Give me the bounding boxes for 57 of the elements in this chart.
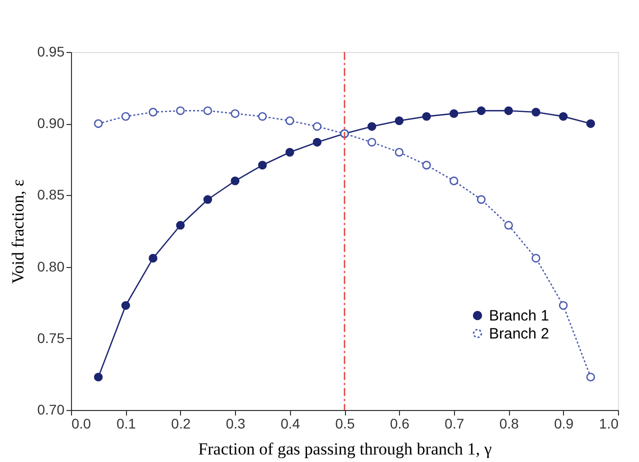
point xyxy=(176,220,185,230)
point xyxy=(532,254,540,263)
x-tick-label: 0.4 xyxy=(280,416,300,432)
point xyxy=(394,148,404,157)
point xyxy=(476,106,486,116)
point xyxy=(367,122,376,131)
point xyxy=(230,176,240,186)
point xyxy=(94,119,103,128)
point xyxy=(258,160,267,170)
point xyxy=(176,106,185,116)
point xyxy=(558,112,568,121)
point xyxy=(558,301,568,310)
y-tick-label: 0.95 xyxy=(37,44,65,60)
point xyxy=(422,112,431,121)
point xyxy=(394,116,404,126)
x-tick-label: 0.5 xyxy=(335,416,355,432)
point xyxy=(422,160,431,170)
point xyxy=(586,372,596,382)
point xyxy=(203,195,212,204)
x-axis-title: Fraction of gas passing through branch 1, γ xyxy=(198,440,492,458)
y-tick-label: 0.90 xyxy=(37,115,65,132)
point xyxy=(586,119,596,128)
point xyxy=(450,176,458,186)
x-tick-label: 0.0 xyxy=(72,416,92,432)
y-tick-label: 0.70 xyxy=(37,402,65,418)
point xyxy=(504,106,513,116)
point xyxy=(532,108,540,116)
point xyxy=(148,254,158,263)
x-tick-label: 0.6 xyxy=(390,416,410,432)
point xyxy=(285,116,294,126)
point xyxy=(285,148,294,157)
x-tick-label: 1.0 xyxy=(599,416,619,432)
point xyxy=(367,138,376,147)
point xyxy=(94,372,103,382)
point xyxy=(504,220,513,230)
point xyxy=(121,112,130,121)
point xyxy=(121,301,130,310)
y-tick-label: 0.80 xyxy=(37,258,65,274)
point xyxy=(312,138,322,147)
x-tick-label: 0.7 xyxy=(444,416,464,432)
y-tick-label: 0.85 xyxy=(37,186,65,203)
y-tick-label: 0.75 xyxy=(37,330,65,346)
legend-label: Branch 1 xyxy=(489,308,550,324)
point xyxy=(203,106,212,116)
point xyxy=(230,109,240,118)
point xyxy=(450,109,458,118)
x-tick-label: 0.3 xyxy=(226,416,246,432)
x-tick-label: 0.9 xyxy=(554,416,574,432)
point xyxy=(148,108,158,116)
legend-label: Branch 2 xyxy=(489,326,550,342)
x-tick-label: 0.8 xyxy=(499,416,520,432)
point xyxy=(476,195,486,204)
point xyxy=(258,112,267,121)
x-tick-label: 0.2 xyxy=(171,416,191,432)
x-tick-label: 0.1 xyxy=(116,416,136,432)
point xyxy=(312,122,322,131)
y-axis-title: Void fraction, ε xyxy=(8,179,28,284)
